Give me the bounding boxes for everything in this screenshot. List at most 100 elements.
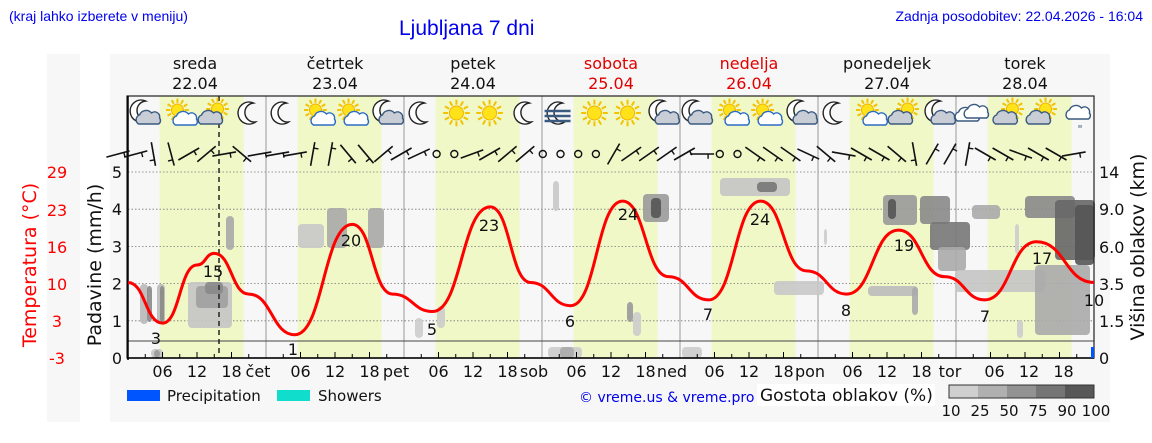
- hour-tick-label: 12: [877, 362, 897, 381]
- wind-barb-icon: [715, 149, 724, 159]
- cloud-blob: [682, 347, 702, 358]
- day-name: ponedeljek: [843, 54, 932, 73]
- wind-barb-icon: [762, 146, 784, 162]
- hour-tick-label: 18: [911, 362, 931, 381]
- cloud-blob: [930, 222, 970, 250]
- cloud-blob: [938, 247, 966, 271]
- cloud-blob: [627, 302, 633, 322]
- cloud-blob: [154, 350, 160, 358]
- cloud-density-swatch: [1007, 385, 1036, 398]
- precip-tick: 4: [112, 200, 122, 219]
- sun-cloud-icon: [166, 98, 199, 126]
- day-date: 23.04: [312, 74, 358, 93]
- wind-barb-icon: [390, 147, 412, 161]
- cloud-blob: [327, 208, 347, 248]
- wind-barb-icon: [497, 145, 518, 163]
- cloud-density-label: Gostota oblakov (%): [760, 386, 933, 406]
- temp-extreme-label: 3: [151, 329, 161, 348]
- temp-extreme-label: 1: [288, 340, 298, 359]
- cloud-blob: [160, 286, 164, 322]
- hour-tick-label: 12: [601, 362, 621, 381]
- day-date: 27.04: [864, 74, 910, 93]
- wind-barb-icon: [943, 143, 958, 165]
- cloud-blob: [720, 178, 790, 196]
- cloud-blob: [920, 196, 950, 224]
- day-abbr-label: sob: [520, 362, 548, 381]
- cloud-blob: [824, 229, 827, 245]
- day-abbr-label: tor: [939, 362, 962, 381]
- cloud-height-tick: 14: [1099, 163, 1119, 182]
- wind-barb-icon: [515, 145, 535, 163]
- wind-barb-icon: [1027, 147, 1050, 162]
- wind-barb-icon: [149, 142, 157, 166]
- day-name: četrtek: [307, 54, 365, 73]
- sun-cloud-icon: [337, 98, 370, 126]
- hour-tick-label: 12: [739, 362, 759, 381]
- cloud-blob: [553, 181, 559, 211]
- wind-barb-icon: [327, 142, 337, 166]
- day-name: sobota: [584, 54, 638, 73]
- wind-barb-icon: [850, 147, 873, 162]
- wind-barb-icon: [450, 149, 459, 159]
- temperature-labels: 3 15 1 20 5 23 6 24 7 24 8 19 7 17 10: [151, 205, 1104, 359]
- hour-tick-label: 18: [497, 362, 517, 381]
- precipitation-legend-label: Precipitation: [167, 387, 261, 405]
- moon-cloud-icon: [924, 99, 957, 125]
- showers-swatch: [277, 390, 310, 401]
- day-date: 25.04: [588, 74, 634, 93]
- temp-extreme-label: 20: [341, 231, 361, 250]
- sun-icon: [476, 99, 503, 127]
- cloud-height-tick: 3.5: [1099, 275, 1124, 294]
- temp-tick: 3: [52, 312, 62, 331]
- weather-icons: ": [129, 97, 1092, 136]
- wind-barb-icon: [964, 142, 974, 166]
- wind-barb-icon: [925, 143, 940, 165]
- cloud-height-tick: 0: [1099, 349, 1109, 368]
- cloud-blob: [368, 208, 384, 248]
- sun-cloud-icon: [718, 98, 751, 126]
- cloud-blob: [757, 182, 777, 192]
- wind-barb-icon: [212, 151, 237, 158]
- cloud-density-label-bg: [757, 384, 935, 406]
- day-name: torek: [1004, 54, 1046, 73]
- day-date: 26.04: [726, 74, 772, 93]
- svg-text:": ": [1077, 123, 1082, 136]
- hour-tick-label: 18: [635, 362, 655, 381]
- left-axis-panel: [47, 54, 80, 422]
- moon-icon: [270, 101, 292, 125]
- wind-barb-icon: [974, 147, 997, 162]
- precipitation-bar: [1091, 347, 1094, 358]
- wind-barb-icon: [407, 148, 431, 160]
- wind-barb-icon: [373, 145, 394, 163]
- temp-extreme-label: 19: [894, 236, 914, 255]
- cloud-height-tick: 1.5: [1099, 312, 1124, 331]
- hour-tick-label: 18: [773, 362, 793, 381]
- moon-icon: [408, 101, 430, 125]
- day-date: 28.04: [1002, 74, 1048, 93]
- cloud-sun-icon: [992, 97, 1024, 125]
- day-name: petek: [450, 54, 496, 73]
- wind-barb-icon: [733, 149, 742, 159]
- hour-tick-label: 06: [290, 362, 310, 381]
- wind-barb-icon: [460, 149, 484, 159]
- wind-barb-icon: [1045, 147, 1067, 162]
- legend: Precipitation Showers © vreme.us & vreme.p…: [127, 384, 1110, 420]
- cloud-blob: [1015, 224, 1019, 254]
- hour-tick-label: 06: [428, 362, 448, 381]
- cloud-density-tick: 25: [970, 402, 989, 420]
- cloud-density-swatch: [949, 385, 978, 398]
- cloud-sun-icon: [1025, 97, 1057, 125]
- cloud-blob: [955, 270, 1045, 292]
- cloud-density-tick: 75: [1028, 402, 1047, 420]
- moon-cloud-icon: [129, 99, 162, 125]
- moon-icon: [513, 101, 534, 125]
- cloud-blob: [298, 224, 324, 248]
- hour-tick-label: 06: [984, 362, 1004, 381]
- cloud-density-blobs: [140, 178, 1095, 358]
- cloud-density-swatch: [978, 385, 1007, 398]
